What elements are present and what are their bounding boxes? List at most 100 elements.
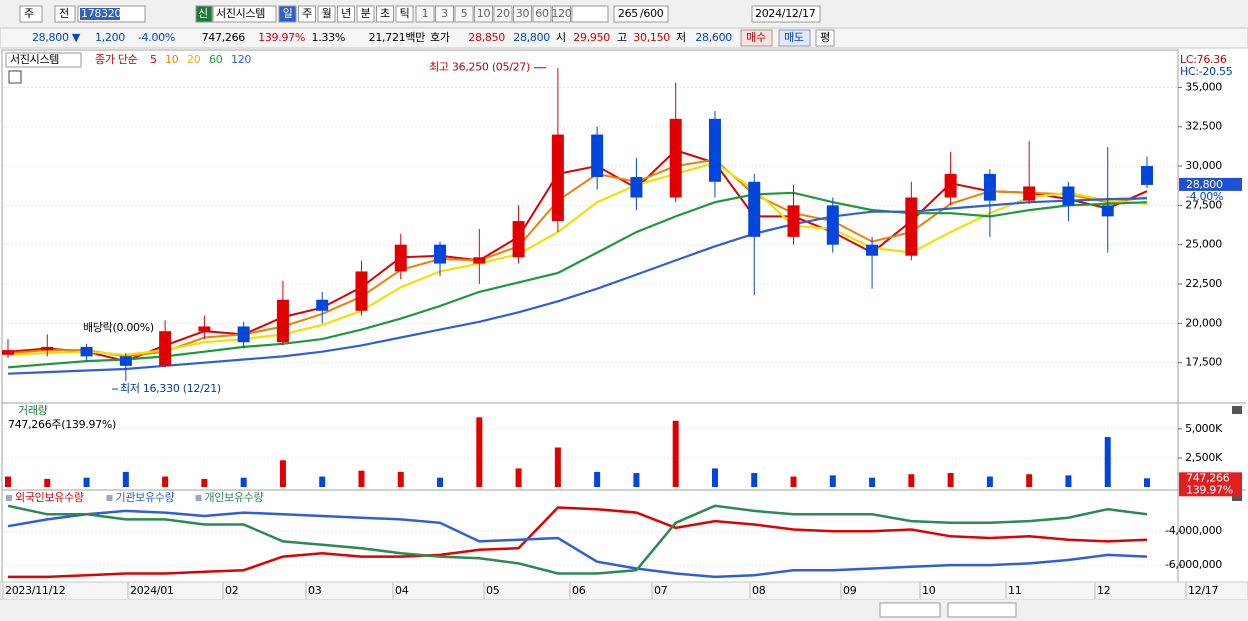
sell-button[interactable]: 매도: [784, 31, 804, 44]
legend-entry: 5: [150, 53, 157, 66]
volume-bar: [162, 476, 169, 487]
last-price-box: [1179, 177, 1242, 191]
time-axis-bar: [0, 581, 1248, 601]
count-box[interactable]: [613, 5, 669, 23]
interval-button[interactable]: [435, 5, 454, 23]
holding-line: [8, 506, 1148, 579]
interval-button[interactable]: [454, 5, 474, 23]
sell-button[interactable]: [778, 29, 811, 47]
period-button[interactable]: [298, 5, 316, 23]
panel-close[interactable]: [1232, 493, 1242, 501]
interval-button[interactable]: 60: [535, 7, 549, 20]
quote-change: 1,200: [95, 31, 125, 44]
zoom-slider[interactable]: [947, 602, 1017, 618]
date-box[interactable]: [751, 5, 821, 23]
legend-swatch: [106, 495, 113, 501]
interval-button[interactable]: 3: [441, 7, 448, 20]
candle-body: [473, 257, 486, 264]
time-label: 2024/01: [130, 584, 174, 597]
buy-button[interactable]: [740, 29, 773, 47]
avg-button[interactable]: 평: [820, 31, 830, 44]
interval-button[interactable]: 30: [516, 7, 530, 20]
period-button[interactable]: [356, 5, 375, 23]
candle-body: [905, 197, 918, 256]
period-button[interactable]: 분: [361, 7, 371, 20]
low-annotation: 최저 16,330 (12/21): [120, 382, 221, 395]
candle-body: [983, 173, 996, 201]
period-button[interactable]: 월: [322, 7, 332, 20]
buy-button[interactable]: 매수: [746, 31, 766, 44]
period-button[interactable]: 초: [380, 7, 390, 20]
holding-line: [7, 504, 1148, 575]
period-button[interactable]: [395, 5, 414, 23]
volume-bar: [986, 476, 993, 487]
button[interactable]: [54, 5, 76, 23]
time-label: 07: [654, 584, 668, 597]
prev-button[interactable]: 전: [59, 7, 69, 20]
period-button[interactable]: 틱: [400, 7, 410, 20]
volume-bar: [1144, 478, 1150, 487]
time-label: 2023/11/12: [5, 584, 65, 597]
period-button[interactable]: [317, 5, 336, 23]
count-max: /600: [640, 7, 664, 20]
interval-button[interactable]: [552, 5, 571, 23]
interval-button[interactable]: 20: [496, 7, 510, 20]
period-button[interactable]: [337, 5, 355, 23]
interval-button[interactable]: 120: [551, 7, 572, 20]
volume-bar: [790, 476, 797, 487]
candle-body: [355, 271, 368, 311]
candle-body: [1141, 166, 1153, 185]
panel-close[interactable]: [1232, 406, 1242, 414]
interval-button[interactable]: [513, 5, 532, 23]
avg-button[interactable]: [815, 29, 835, 47]
period-button[interactable]: [278, 5, 297, 23]
y-tick-label: 17,500: [1185, 356, 1222, 369]
volume-bar: [5, 476, 11, 487]
button[interactable]: [19, 5, 43, 23]
period-button[interactable]: 주: [302, 7, 312, 20]
time-label: 12/17: [1188, 584, 1219, 597]
legend-box[interactable]: [5, 52, 82, 68]
time-label: 09: [843, 584, 857, 597]
period-button[interactable]: [376, 5, 394, 23]
interval-select[interactable]: [571, 5, 609, 23]
menu-icon[interactable]: [8, 70, 22, 84]
ma-line: [7, 149, 1148, 363]
interval-button[interactable]: 5: [461, 7, 468, 20]
candle-body: [1101, 205, 1114, 217]
quote-bid-label: 호가: [430, 31, 450, 44]
quote-bid: 28,800: [513, 31, 550, 44]
quote-high: 30,150: [633, 31, 670, 44]
code-input[interactable]: 178320: [81, 7, 122, 20]
button[interactable]: [212, 5, 277, 23]
time-label: 10: [922, 584, 936, 597]
candle-body: [512, 221, 525, 258]
interval-button[interactable]: [415, 5, 435, 23]
volume-bar: [279, 460, 286, 487]
volume-bar: [594, 471, 601, 487]
period-button[interactable]: 년: [341, 7, 351, 20]
period-button[interactable]: 일: [283, 6, 293, 20]
y-tick-label: 25,000: [1185, 238, 1222, 251]
market-select[interactable]: 주: [24, 7, 34, 20]
credit-badge[interactable]: [195, 5, 213, 23]
volume-bar: [1104, 437, 1111, 487]
interval-button[interactable]: [532, 5, 552, 23]
interval-button[interactable]: 10: [477, 7, 491, 20]
volume-bar: [672, 420, 679, 487]
scroll-buttons[interactable]: [879, 602, 941, 618]
candle-body: [748, 181, 761, 237]
candle-body: [551, 134, 564, 222]
interval-button[interactable]: 1: [422, 7, 429, 20]
interval-button[interactable]: [493, 5, 513, 23]
ma-line: [7, 191, 1148, 369]
lc-label: LC:76.36: [1180, 53, 1227, 66]
quote-low-label: 저: [676, 31, 686, 44]
quote-ask: 28,850: [468, 31, 505, 44]
interval-button[interactable]: [474, 5, 493, 23]
stock-name: 서진시스템: [216, 7, 265, 20]
panel-title: 거래량: [18, 404, 48, 417]
y-tick-label: 5,000K: [1185, 422, 1223, 435]
candle-body: [787, 205, 800, 237]
